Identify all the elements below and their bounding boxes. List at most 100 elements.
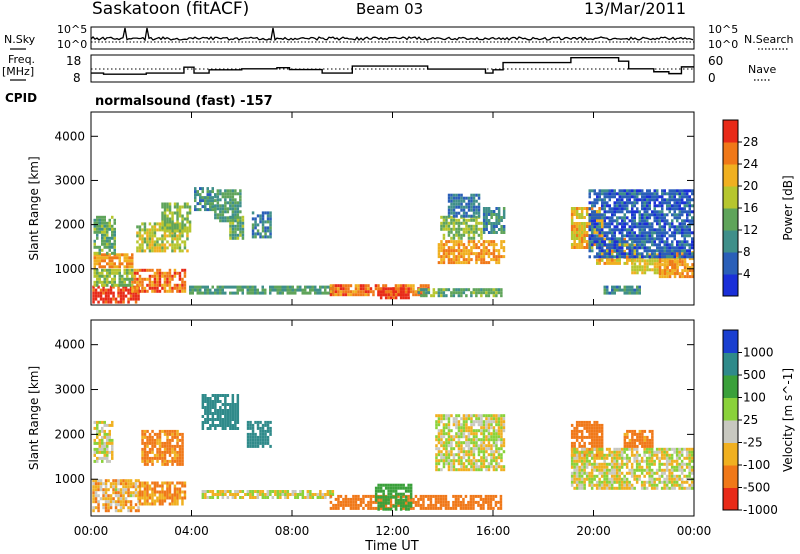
power-cell-18-1704 [490,216,493,219]
velocity-cell-0-108 [122,497,125,501]
power-cell-22-2108 [658,275,662,279]
power-cell-24-2812 [666,243,669,247]
power-cell-19-1788 [578,243,581,246]
velocity-cell-10-1663 [578,441,581,445]
power-cell-24-2596 [638,216,641,220]
power-cell-24-2350 [603,234,606,238]
power-cell-4-375 [96,227,99,231]
power-cell-11-974 [219,291,222,295]
power-cell-11-972 [219,285,222,289]
power-cell-8-764 [216,213,220,217]
velocity-cell-5-697 [259,426,262,430]
power-cell-19-1818 [585,231,589,234]
power-cell-10-910 [259,235,262,239]
velocity-cell-9-1372 [462,426,466,430]
velocity-cell-1-163 [138,493,142,497]
velocity-cell-1-204 [153,490,157,494]
power-cell-24-2795 [663,240,666,244]
power-cell-19-1769 [575,216,579,219]
velocity-cell-7-993 [422,506,425,510]
velocity-cell-10-1697 [588,441,591,445]
power-cell-16-1577 [472,236,476,240]
power-cell-12-1103 [342,287,345,291]
velocity-cell-2-345 [108,438,111,442]
power-cell-18-1717 [495,216,498,219]
velocity-cell-9-1440 [472,447,476,451]
power-cell-1-121 [143,289,147,293]
power-cell-13-1221 [382,293,385,297]
velocity-cell-3-364 [141,450,144,454]
power-cell-0-16 [99,294,103,298]
power-cell-4-391 [101,218,104,222]
velocity-cell-5-663 [246,435,250,439]
power-cell-15-1480 [495,255,498,259]
power-cell-19-1766 [575,207,579,210]
velocity-cell-2-340 [106,459,109,463]
power-cell-4-362 [93,218,96,222]
power-cell-4-426 [108,236,111,240]
power-cell-1-133 [151,274,154,278]
power-cell-24-2483 [621,252,624,256]
velocity-cell-11-1795 [578,450,581,454]
power-cell-8-834 [236,207,240,211]
velocity-cell-0-123 [127,488,130,492]
power-cell-1-179 [168,274,172,278]
power-cell-4-428 [108,242,111,246]
velocity-cell-7-871 [342,506,345,510]
power-cell-16-1530 [452,236,456,240]
power-cell-12-1147 [374,284,378,288]
velocity-cell-9-1286 [447,429,451,433]
power-cell-15-1367 [447,258,451,262]
power-cell-22-2195 [691,257,694,261]
velocity-cell-0-73 [114,479,118,483]
velocity-cell-11-1917 [603,477,606,481]
power-cell-7-710 [199,187,202,191]
velocity-cell-10-1718 [593,438,596,442]
velocity-cell-0-47 [104,500,108,504]
power-cell-11-961 [206,288,209,292]
power-cell-24-2592 [638,192,641,196]
power-cell-24-2381 [608,222,611,226]
power-cell-15-1363 [447,246,451,250]
power-cell-24-2325 [601,207,604,211]
power-cell-0-34 [109,288,113,292]
power-cell-0-69 [129,291,133,295]
power-cell-24-2392 [611,192,614,196]
power-cell-12-1183 [404,284,408,288]
power-cell-24-2529 [628,243,631,247]
power-cell-15-1346 [440,249,443,253]
power-cell-24-2450 [618,204,621,208]
velocity-cell-7-1074 [477,494,480,498]
power-cell-1-192 [173,283,177,287]
power-cell-24-2819 [668,195,671,199]
velocity-cell-3-486 [173,456,177,460]
power-cell-1-98 [133,289,137,293]
velocity-cell-4-529 [204,397,207,400]
velocity-cell-2-283 [93,441,96,445]
velocity-cell-1-197 [151,493,154,497]
power-cell-6-647 [171,229,174,233]
power-cell-6-624 [166,202,169,206]
power-cell-11-1060 [311,288,314,292]
power-cell-4-399 [101,242,104,246]
power-cell-21-2025 [643,265,647,269]
power-cell-19-1786 [578,237,581,240]
velocity-cell-0-43 [104,488,108,492]
velocity-cell-9-1365 [460,462,463,466]
power-cell-17-1657 [470,208,473,212]
power-cell-11-954 [199,291,202,295]
velocity-cell-11-1936 [608,462,611,466]
power-cell-24-2494 [623,222,626,226]
velocity-cell-3-466 [168,450,172,454]
power-cell-0-7 [94,291,98,295]
power-cell-13-1227 [387,293,390,297]
power-cell-19-1882 [600,234,604,237]
power-cell-24-2462 [618,255,621,259]
power-cell-15-1379 [452,252,456,256]
power-cell-5-513 [153,249,157,253]
velocity-cell-8-1168 [394,501,398,505]
velocity-cell-8-1124 [379,486,383,490]
power-cell-24-2542 [631,216,634,220]
velocity-cell-1-201 [153,481,157,485]
power-cell-24-2654 [646,201,649,205]
